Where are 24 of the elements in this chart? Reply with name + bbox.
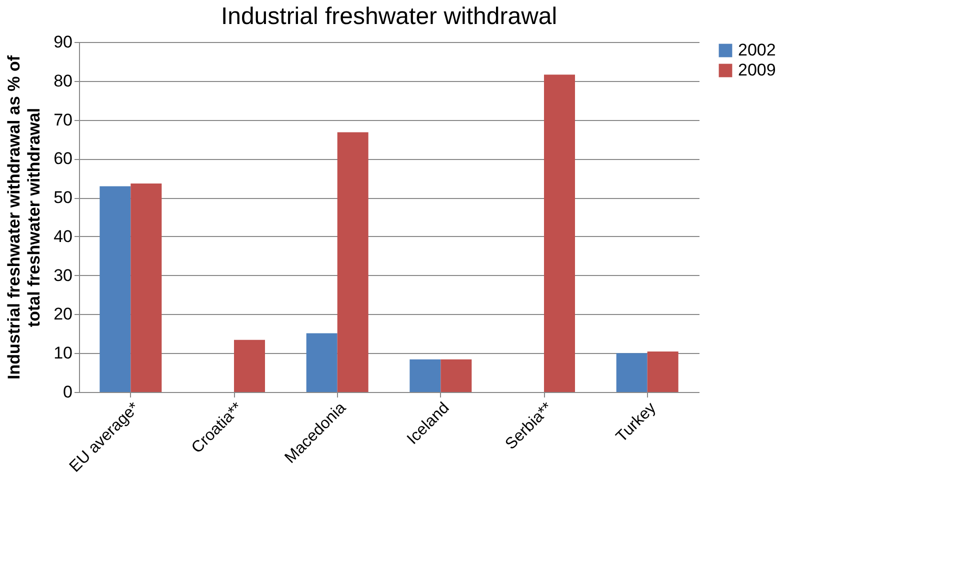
y-tick-label: 10	[54, 344, 72, 363]
bar	[130, 184, 162, 392]
y-tick-label: 0	[63, 382, 72, 402]
bar	[544, 74, 575, 392]
y-tick-label: 80	[54, 71, 72, 90]
bar	[440, 359, 472, 392]
y-tick-label: 90	[54, 32, 72, 52]
bar	[234, 340, 265, 392]
bar	[647, 352, 678, 392]
y-tick-label: 70	[54, 110, 72, 130]
y-tick-label: 50	[54, 188, 72, 208]
bar	[337, 132, 368, 392]
chart-title: Industrial freshwater withdrawal	[220, 3, 558, 30]
bar	[306, 333, 338, 392]
y-tick-label: 40	[54, 226, 72, 246]
y-tick-label: 60	[54, 149, 72, 168]
y-tick-label: 30	[54, 266, 72, 285]
bar	[616, 353, 648, 392]
y-tick-label: 20	[54, 304, 72, 324]
bar	[100, 186, 131, 392]
legend-label: 2009	[738, 60, 776, 80]
legend-label: 2002	[738, 40, 776, 60]
bar	[410, 359, 441, 392]
y-axis-title: Industrial freshwater withdrawal as % of total freshwater withdrawal	[4, 55, 44, 380]
